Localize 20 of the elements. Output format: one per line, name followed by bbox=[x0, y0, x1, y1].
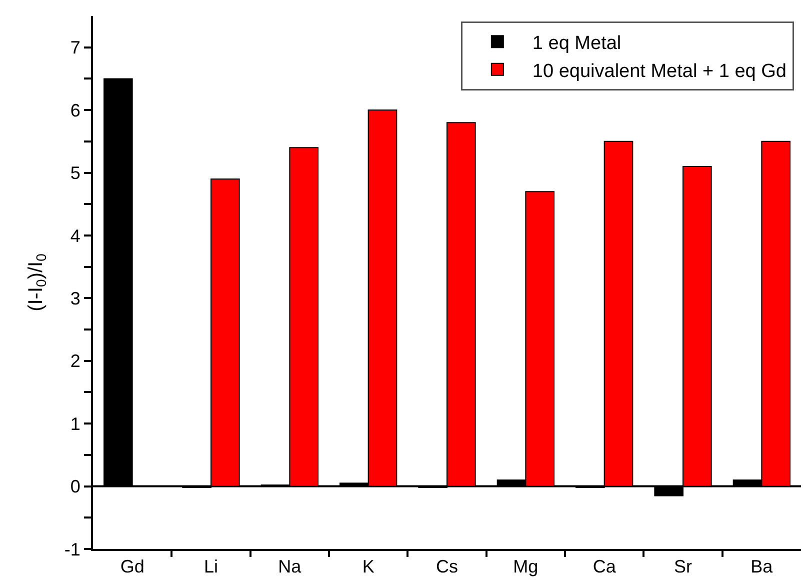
y-tick-label: 7 bbox=[70, 38, 80, 58]
x-tick-label: Cs bbox=[436, 556, 458, 577]
y-tick-label: 1 bbox=[70, 414, 80, 434]
y-tick-label: 5 bbox=[70, 163, 80, 184]
x-tick-label: Ba bbox=[750, 556, 774, 577]
legend-label: 10 equivalent Metal + 1 eq Gd bbox=[532, 60, 786, 82]
x-tick-label: Sr bbox=[674, 556, 692, 577]
y-tick-label: 2 bbox=[70, 351, 80, 372]
legend-label: 1 eq Metal bbox=[532, 33, 622, 54]
x-tick-label: Na bbox=[278, 556, 302, 577]
x-tick-label: K bbox=[362, 556, 374, 577]
y-tick-label: 6 bbox=[70, 100, 80, 120]
y-tick-label: -1 bbox=[64, 539, 80, 560]
x-tick-label: Mg bbox=[513, 556, 538, 577]
x-tick-label: Ca bbox=[592, 556, 617, 577]
y-tick-label: 0 bbox=[70, 476, 80, 497]
y-tick-label: 4 bbox=[70, 226, 80, 246]
x-tick-label: Gd bbox=[120, 556, 144, 577]
y-tick-label: 3 bbox=[70, 288, 80, 308]
x-tick-label: Li bbox=[204, 556, 218, 577]
